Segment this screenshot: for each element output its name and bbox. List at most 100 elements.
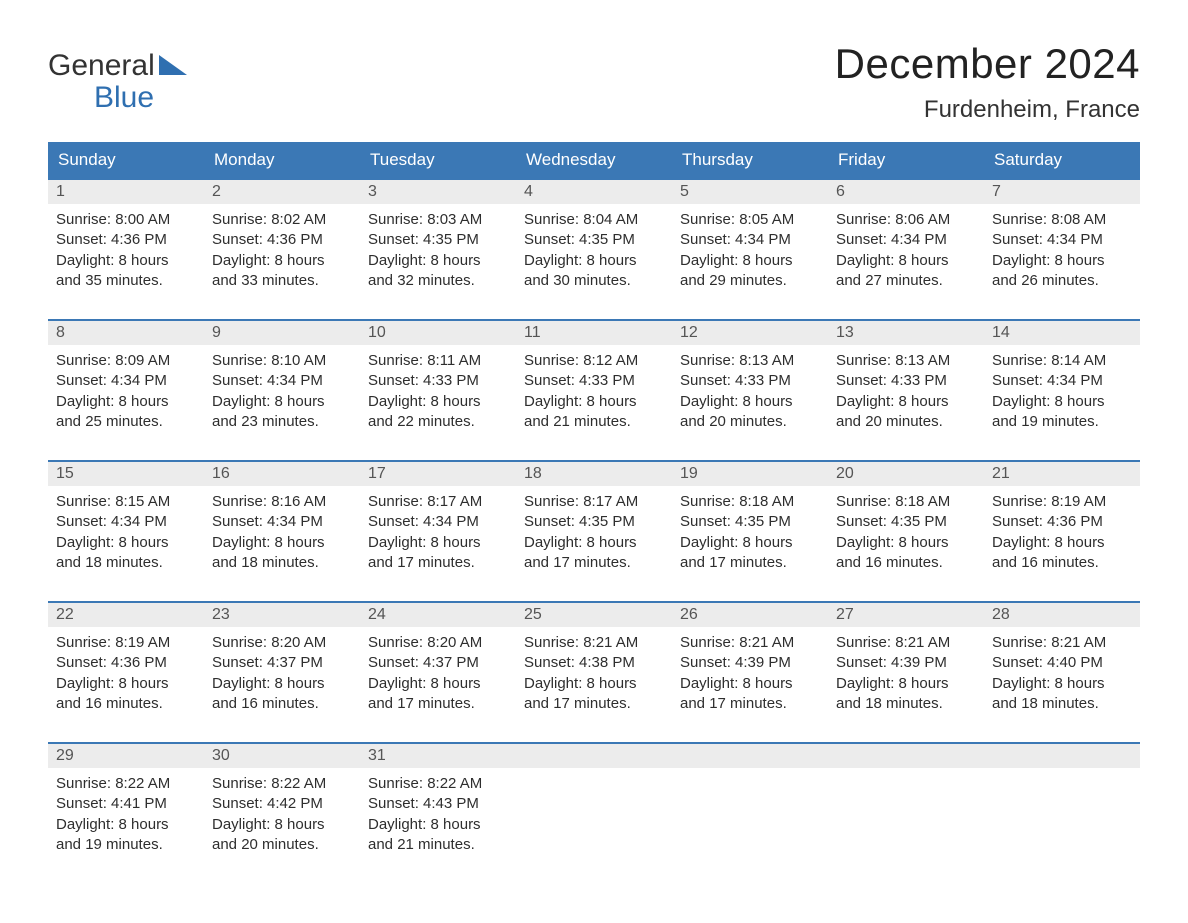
daylight-line: Daylight: 8 hours and 29 minutes. bbox=[680, 251, 820, 292]
daylight-line: Daylight: 8 hours and 17 minutes. bbox=[524, 674, 664, 715]
sunset-line: Sunset: 4:33 PM bbox=[524, 371, 664, 391]
sunset-line: Sunset: 4:35 PM bbox=[368, 230, 508, 250]
weekday-header: Sunday bbox=[48, 142, 204, 178]
sunset-line: Sunset: 4:33 PM bbox=[368, 371, 508, 391]
sunrise-line: Sunrise: 8:13 AM bbox=[680, 351, 820, 371]
day-body: Sunrise: 8:15 AMSunset: 4:34 PMDaylight:… bbox=[48, 486, 204, 579]
sunrise-line: Sunrise: 8:14 AM bbox=[992, 351, 1132, 371]
daylight-line: Daylight: 8 hours and 17 minutes. bbox=[524, 533, 664, 574]
day-number: 18 bbox=[516, 462, 672, 486]
sunrise-line: Sunrise: 8:08 AM bbox=[992, 210, 1132, 230]
day-number: 21 bbox=[984, 462, 1140, 486]
sunset-line: Sunset: 4:34 PM bbox=[56, 512, 196, 532]
sunrise-line: Sunrise: 8:18 AM bbox=[836, 492, 976, 512]
sunrise-line: Sunrise: 8:06 AM bbox=[836, 210, 976, 230]
daylight-line: Daylight: 8 hours and 17 minutes. bbox=[368, 533, 508, 574]
day-cell: 9Sunrise: 8:10 AMSunset: 4:34 PMDaylight… bbox=[204, 319, 360, 438]
sunrise-line: Sunrise: 8:21 AM bbox=[680, 633, 820, 653]
daylight-line: Daylight: 8 hours and 17 minutes. bbox=[680, 533, 820, 574]
day-number: 31 bbox=[360, 744, 516, 768]
daylight-line: Daylight: 8 hours and 26 minutes. bbox=[992, 251, 1132, 292]
day-body: Sunrise: 8:18 AMSunset: 4:35 PMDaylight:… bbox=[672, 486, 828, 579]
day-body: Sunrise: 8:19 AMSunset: 4:36 PMDaylight:… bbox=[48, 627, 204, 720]
day-cell: 5Sunrise: 8:05 AMSunset: 4:34 PMDaylight… bbox=[672, 178, 828, 297]
sunset-line: Sunset: 4:34 PM bbox=[680, 230, 820, 250]
sunrise-line: Sunrise: 8:05 AM bbox=[680, 210, 820, 230]
daylight-line: Daylight: 8 hours and 16 minutes. bbox=[992, 533, 1132, 574]
day-body: Sunrise: 8:18 AMSunset: 4:35 PMDaylight:… bbox=[828, 486, 984, 579]
day-body: Sunrise: 8:03 AMSunset: 4:35 PMDaylight:… bbox=[360, 204, 516, 297]
day-cell: 19Sunrise: 8:18 AMSunset: 4:35 PMDayligh… bbox=[672, 460, 828, 579]
sunset-line: Sunset: 4:33 PM bbox=[680, 371, 820, 391]
daylight-line: Daylight: 8 hours and 27 minutes. bbox=[836, 251, 976, 292]
sunset-line: Sunset: 4:36 PM bbox=[992, 512, 1132, 532]
day-cell: 16Sunrise: 8:16 AMSunset: 4:34 PMDayligh… bbox=[204, 460, 360, 579]
daylight-line: Daylight: 8 hours and 18 minutes. bbox=[836, 674, 976, 715]
sunrise-line: Sunrise: 8:22 AM bbox=[368, 774, 508, 794]
month-title: December 2024 bbox=[835, 40, 1140, 88]
day-number: 23 bbox=[204, 603, 360, 627]
sunrise-line: Sunrise: 8:21 AM bbox=[524, 633, 664, 653]
weekday-header-row: SundayMondayTuesdayWednesdayThursdayFrid… bbox=[48, 142, 1140, 178]
day-number: 17 bbox=[360, 462, 516, 486]
sunrise-line: Sunrise: 8:22 AM bbox=[56, 774, 196, 794]
day-number: 12 bbox=[672, 321, 828, 345]
sunset-line: Sunset: 4:34 PM bbox=[212, 512, 352, 532]
sunrise-line: Sunrise: 8:13 AM bbox=[836, 351, 976, 371]
day-cell: 1Sunrise: 8:00 AMSunset: 4:36 PMDaylight… bbox=[48, 178, 204, 297]
day-body: Sunrise: 8:10 AMSunset: 4:34 PMDaylight:… bbox=[204, 345, 360, 438]
day-body: Sunrise: 8:22 AMSunset: 4:41 PMDaylight:… bbox=[48, 768, 204, 861]
day-cell: 8Sunrise: 8:09 AMSunset: 4:34 PMDaylight… bbox=[48, 319, 204, 438]
calendar: SundayMondayTuesdayWednesdayThursdayFrid… bbox=[48, 142, 1140, 861]
day-body: Sunrise: 8:21 AMSunset: 4:39 PMDaylight:… bbox=[672, 627, 828, 720]
day-cell: 31Sunrise: 8:22 AMSunset: 4:43 PMDayligh… bbox=[360, 742, 516, 861]
daylight-line: Daylight: 8 hours and 35 minutes. bbox=[56, 251, 196, 292]
sunset-line: Sunset: 4:34 PM bbox=[212, 371, 352, 391]
sunset-line: Sunset: 4:39 PM bbox=[836, 653, 976, 673]
day-cell: 25Sunrise: 8:21 AMSunset: 4:38 PMDayligh… bbox=[516, 601, 672, 720]
day-number: 4 bbox=[516, 180, 672, 204]
sunrise-line: Sunrise: 8:09 AM bbox=[56, 351, 196, 371]
sunset-line: Sunset: 4:39 PM bbox=[680, 653, 820, 673]
day-body: Sunrise: 8:14 AMSunset: 4:34 PMDaylight:… bbox=[984, 345, 1140, 438]
day-body: Sunrise: 8:08 AMSunset: 4:34 PMDaylight:… bbox=[984, 204, 1140, 297]
sunrise-line: Sunrise: 8:21 AM bbox=[992, 633, 1132, 653]
day-number-empty bbox=[828, 744, 984, 768]
daylight-line: Daylight: 8 hours and 30 minutes. bbox=[524, 251, 664, 292]
calendar-week: 8Sunrise: 8:09 AMSunset: 4:34 PMDaylight… bbox=[48, 319, 1140, 438]
daylight-line: Daylight: 8 hours and 32 minutes. bbox=[368, 251, 508, 292]
day-body: Sunrise: 8:22 AMSunset: 4:43 PMDaylight:… bbox=[360, 768, 516, 861]
day-number: 15 bbox=[48, 462, 204, 486]
day-number: 19 bbox=[672, 462, 828, 486]
sunrise-line: Sunrise: 8:19 AM bbox=[992, 492, 1132, 512]
day-body: Sunrise: 8:22 AMSunset: 4:42 PMDaylight:… bbox=[204, 768, 360, 861]
day-number: 8 bbox=[48, 321, 204, 345]
sunrise-line: Sunrise: 8:12 AM bbox=[524, 351, 664, 371]
day-body: Sunrise: 8:13 AMSunset: 4:33 PMDaylight:… bbox=[828, 345, 984, 438]
day-cell: 3Sunrise: 8:03 AMSunset: 4:35 PMDaylight… bbox=[360, 178, 516, 297]
header: General Blue December 2024 Furdenheim, F… bbox=[48, 40, 1140, 124]
day-body: Sunrise: 8:09 AMSunset: 4:34 PMDaylight:… bbox=[48, 345, 204, 438]
day-cell: 29Sunrise: 8:22 AMSunset: 4:41 PMDayligh… bbox=[48, 742, 204, 861]
logo: General Blue bbox=[48, 40, 187, 113]
day-body: Sunrise: 8:19 AMSunset: 4:36 PMDaylight:… bbox=[984, 486, 1140, 579]
day-cell: 2Sunrise: 8:02 AMSunset: 4:36 PMDaylight… bbox=[204, 178, 360, 297]
day-body: Sunrise: 8:02 AMSunset: 4:36 PMDaylight:… bbox=[204, 204, 360, 297]
day-number: 22 bbox=[48, 603, 204, 627]
weekday-header: Friday bbox=[828, 142, 984, 178]
day-cell: 10Sunrise: 8:11 AMSunset: 4:33 PMDayligh… bbox=[360, 319, 516, 438]
day-body: Sunrise: 8:17 AMSunset: 4:34 PMDaylight:… bbox=[360, 486, 516, 579]
day-number: 10 bbox=[360, 321, 516, 345]
sunset-line: Sunset: 4:40 PM bbox=[992, 653, 1132, 673]
day-cell bbox=[672, 742, 828, 861]
day-body: Sunrise: 8:16 AMSunset: 4:34 PMDaylight:… bbox=[204, 486, 360, 579]
day-cell: 28Sunrise: 8:21 AMSunset: 4:40 PMDayligh… bbox=[984, 601, 1140, 720]
sunrise-line: Sunrise: 8:11 AM bbox=[368, 351, 508, 371]
day-cell: 22Sunrise: 8:19 AMSunset: 4:36 PMDayligh… bbox=[48, 601, 204, 720]
day-body: Sunrise: 8:11 AMSunset: 4:33 PMDaylight:… bbox=[360, 345, 516, 438]
day-body: Sunrise: 8:21 AMSunset: 4:40 PMDaylight:… bbox=[984, 627, 1140, 720]
day-number: 27 bbox=[828, 603, 984, 627]
day-number: 20 bbox=[828, 462, 984, 486]
day-cell: 27Sunrise: 8:21 AMSunset: 4:39 PMDayligh… bbox=[828, 601, 984, 720]
day-number: 16 bbox=[204, 462, 360, 486]
